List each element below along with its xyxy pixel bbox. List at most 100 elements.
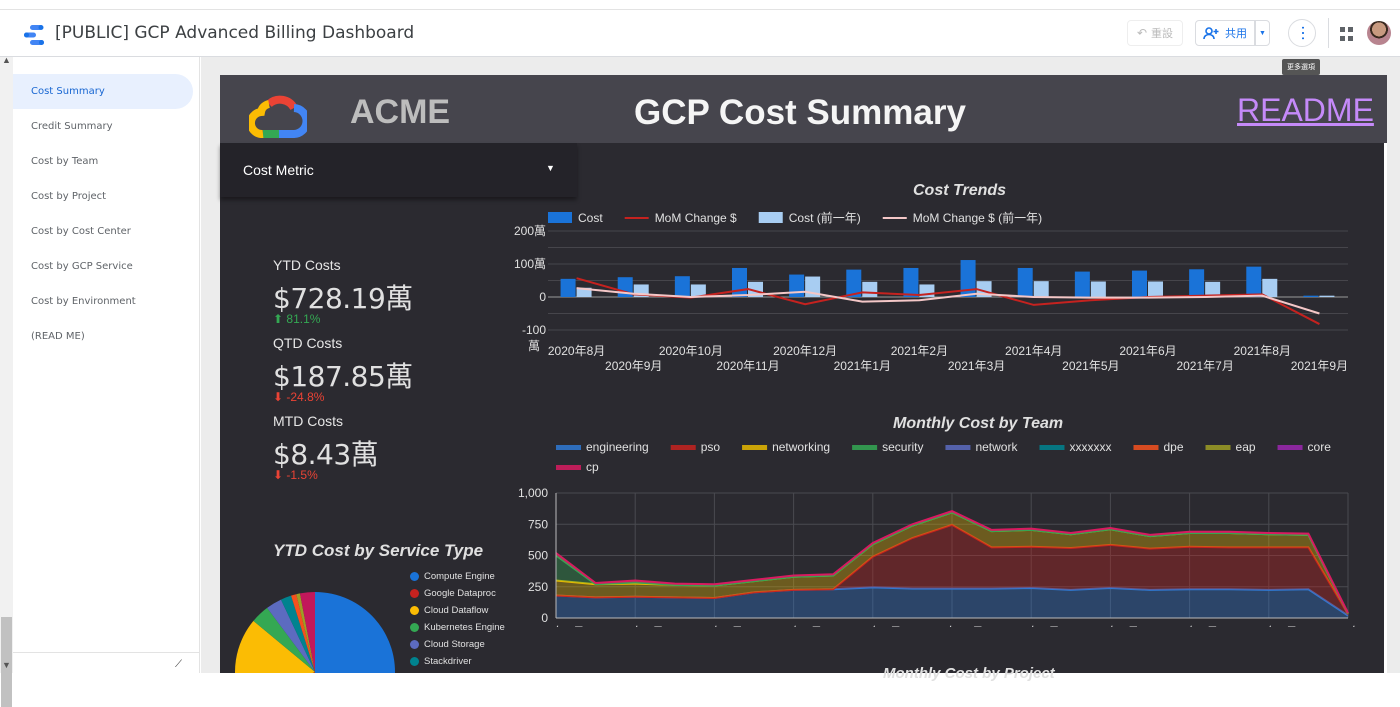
data-studio-logo bbox=[24, 25, 44, 45]
y-tick-label: 750 bbox=[528, 517, 548, 531]
bar-cost bbox=[576, 287, 592, 297]
pie-slice-other-c bbox=[299, 592, 315, 672]
nav-item-cost-summary[interactable]: Cost Summary bbox=[13, 74, 193, 109]
legend-label: Cloud Storage bbox=[424, 639, 485, 650]
apps-grid-icon[interactable] bbox=[1340, 27, 1354, 41]
legend-swatch bbox=[556, 445, 581, 450]
x-tick-label: 2021年... bbox=[1324, 625, 1373, 627]
bar-cost bbox=[1189, 269, 1205, 297]
metric-selector-label: Cost Metric bbox=[243, 162, 314, 178]
x-tick-label: 2021年2月 bbox=[891, 344, 948, 358]
y-tick-label: -100 bbox=[522, 323, 546, 337]
legend-dot-icon bbox=[410, 657, 419, 666]
report-header: ACME GCP Cost Summary README bbox=[220, 75, 1387, 143]
caret-down-icon: ▼ bbox=[1259, 29, 1266, 37]
nav-item-read-me[interactable]: (READ ME) bbox=[31, 331, 85, 342]
legend-label: Google Dataproc bbox=[424, 588, 496, 599]
legend-swatch bbox=[1277, 445, 1303, 450]
kpi-mtd-label: MTD Costs bbox=[273, 413, 343, 429]
pie-chart-title: YTD Cost by Service Type bbox=[273, 541, 484, 560]
pie-legend-item: Google Dataproc bbox=[410, 587, 505, 600]
user-avatar[interactable] bbox=[1367, 21, 1391, 45]
nav-item-cost-by-environment[interactable]: Cost by Environment bbox=[31, 296, 136, 307]
scroll-down-icon[interactable]: ▼ bbox=[2, 660, 11, 670]
bar-cost bbox=[674, 276, 690, 297]
cost-metric-selector[interactable]: Cost Metric ▼ bbox=[220, 143, 577, 197]
pie-slice-cloud-storage bbox=[267, 599, 315, 672]
pie-legend-item: Kubernetes Engine bbox=[410, 621, 505, 634]
project-chart-title: Monthly Cost by Project bbox=[883, 665, 1055, 682]
bar-cost bbox=[1148, 281, 1163, 297]
line-momchange bbox=[576, 287, 1320, 315]
service-type-pie-chart[interactable] bbox=[220, 575, 405, 673]
kpi-ytd-delta: ⬆ 81.1% bbox=[273, 312, 320, 326]
browser-strip bbox=[0, 0, 1400, 10]
readme-link[interactable]: README bbox=[1237, 92, 1374, 128]
legend-label: engineering bbox=[586, 440, 649, 454]
bar-cost bbox=[690, 284, 706, 297]
legend-label: Stackdriver bbox=[424, 656, 472, 667]
nav-item-cost-by-cost-center[interactable]: Cost by Cost Center bbox=[31, 226, 131, 237]
bar-cost bbox=[1319, 295, 1335, 297]
nav-item-credit-summary[interactable]: Credit Summary bbox=[31, 121, 113, 132]
y-tick-label: 500 bbox=[528, 549, 548, 563]
share-button[interactable]: 共用 bbox=[1195, 20, 1255, 46]
pie-legend: Compute Engine Google Dataproc Cloud Dataf… bbox=[410, 570, 505, 672]
x-tick-label: 2021年1月 bbox=[1003, 625, 1060, 627]
kpi-qtd-value: $187.85萬 bbox=[273, 360, 413, 393]
reset-label: 重設 bbox=[1151, 28, 1174, 40]
bar-cost bbox=[1074, 271, 1090, 297]
kpi-mtd-delta: ⬇ -1.5% bbox=[273, 468, 318, 482]
y-tick-label: 200萬 bbox=[514, 224, 546, 238]
x-tick-label: 2021年8月 bbox=[1234, 344, 1291, 358]
bar-cost bbox=[732, 267, 747, 297]
x-tick-label: 2021年1月 bbox=[834, 359, 891, 373]
bar-cost bbox=[960, 260, 976, 297]
collapse-chevron-icon[interactable]: ⟋ bbox=[175, 659, 182, 670]
legend-label: eap bbox=[1236, 440, 1256, 454]
legend-swatch bbox=[852, 445, 878, 450]
bar-cost bbox=[1303, 295, 1319, 297]
more-options-tooltip: 更多選項 bbox=[1282, 59, 1320, 75]
nav-item-cost-by-team[interactable]: Cost by Team bbox=[31, 156, 99, 167]
x-tick-label: 2020年7月 bbox=[765, 625, 822, 627]
legend-label: pso bbox=[701, 440, 721, 454]
more-options-button[interactable]: ⋯ bbox=[1288, 19, 1316, 47]
scroll-up-icon[interactable]: ▲ bbox=[2, 55, 11, 65]
monthly-cost-by-team-chart[interactable]: engineering pso networking security network x… bbox=[500, 432, 1380, 627]
bar-cost bbox=[1090, 281, 1106, 297]
legend-dot-icon bbox=[410, 623, 419, 632]
nav-item-cost-by-gcp-service[interactable]: Cost by GCP Service bbox=[31, 261, 133, 272]
x-tick-label: 2020年11月 bbox=[716, 359, 779, 373]
scrollbar-thumb[interactable] bbox=[1, 617, 12, 707]
undo-icon: ↶ bbox=[1136, 26, 1148, 40]
x-tick-label: 2020年9月 bbox=[605, 359, 662, 373]
dropdown-caret-icon: ▼ bbox=[546, 163, 555, 173]
nav-item-cost-by-project[interactable]: Cost by Project bbox=[31, 191, 107, 202]
legend-label: networking bbox=[772, 440, 830, 454]
x-tick-label: 2020年5月 bbox=[686, 625, 743, 627]
share-dropdown-button[interactable]: ▼ bbox=[1255, 20, 1270, 46]
bar-cost bbox=[1246, 266, 1262, 297]
y-tick-label: 250 bbox=[528, 580, 548, 594]
y-tick-label: 100萬 bbox=[514, 257, 546, 271]
cost-trends-chart[interactable]: Cost MoM Change $ Cost (前一年) MoM Change $ (… bbox=[500, 203, 1380, 378]
kpi-mtd-value: $8.43萬 bbox=[273, 438, 379, 471]
kpi-ytd-label: YTD Costs bbox=[273, 257, 341, 273]
pie-slice-compute-engine bbox=[314, 592, 395, 673]
legend-label: network bbox=[975, 440, 1018, 454]
x-tick-label: 2021年4月 bbox=[1005, 344, 1062, 358]
cost-trends-title: Cost Trends bbox=[913, 182, 1007, 199]
x-tick-label: 2021年6月 bbox=[1119, 344, 1176, 358]
legend-label: Cost (前一年) bbox=[789, 210, 861, 225]
legend-label: MoM Change $ (前一年) bbox=[913, 210, 1042, 225]
reset-button[interactable]: ↶ 重設 bbox=[1127, 20, 1183, 46]
bar-cost bbox=[846, 269, 862, 297]
x-tick-label: 2021年5月 bbox=[1062, 359, 1119, 373]
page-scrollbar[interactable]: ▲ ▼ bbox=[0, 55, 13, 707]
line-security bbox=[555, 511, 1349, 615]
report-name[interactable]: [PUBLIC] GCP Advanced Billing Dashboard bbox=[55, 23, 415, 43]
x-tick-label: 2021年3月 bbox=[948, 359, 1005, 373]
legend-swatch bbox=[742, 445, 768, 450]
legend-swatch bbox=[548, 212, 572, 223]
